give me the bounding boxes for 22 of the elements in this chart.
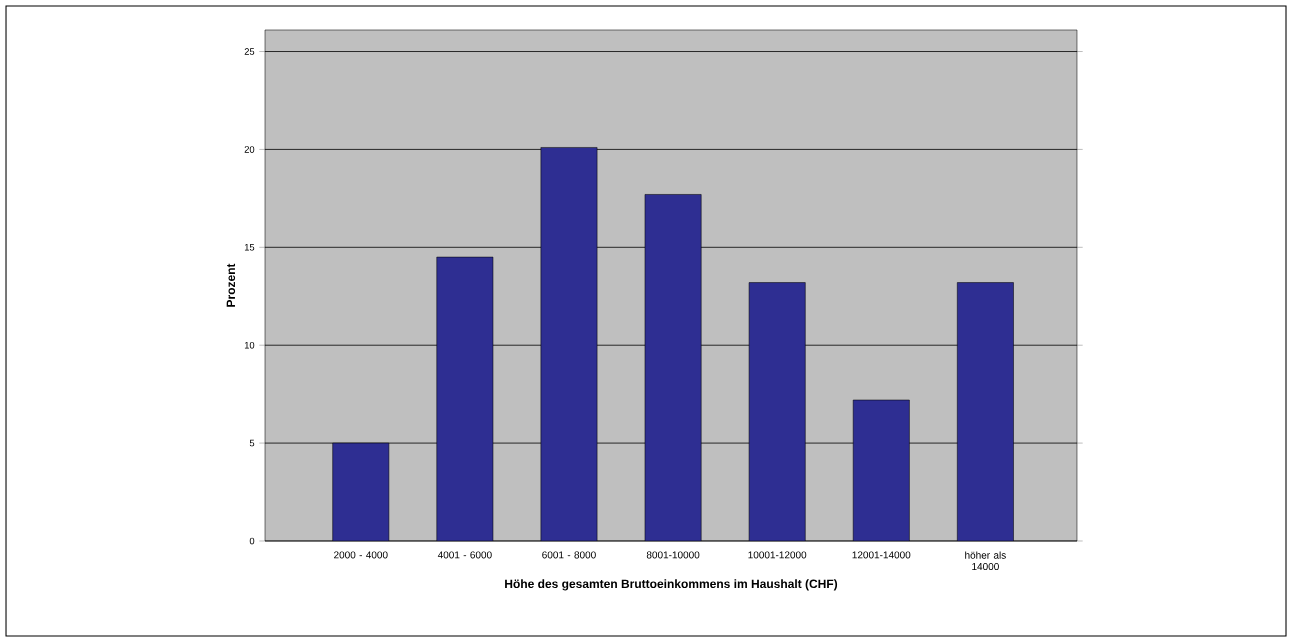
- x-tick-label: 6001 - 8000: [542, 551, 596, 559]
- bar: [644, 194, 702, 541]
- x-tick-label: 10001-12000: [748, 551, 807, 559]
- y-tick-label: 0: [249, 537, 255, 545]
- bar: [852, 399, 910, 541]
- bar: [957, 282, 1014, 541]
- x-tick-label: 8001-10000: [646, 551, 700, 559]
- y-tick-label: 20: [244, 146, 255, 153]
- bar: [540, 147, 598, 541]
- y-tick-label: 15: [244, 244, 255, 251]
- y-tick-label: 10: [244, 341, 255, 349]
- bar: [436, 256, 494, 541]
- x-tick-label: 12001-14000: [852, 551, 911, 559]
- bar: [332, 442, 390, 541]
- x-axis-title: Höhe des gesamten Bruttoeinkommens im Haushalt (CHF): [505, 579, 838, 591]
- x-tick-label: höher als 14000: [965, 551, 1006, 571]
- y-tick-label: 5: [249, 439, 255, 447]
- bar: [748, 282, 806, 541]
- y-tick-label: 25: [244, 48, 255, 55]
- x-tick-label: 4001 - 6000: [437, 551, 492, 559]
- x-tick-label: 2000 - 4000: [334, 551, 388, 559]
- y-axis-title: Prozent: [226, 263, 236, 307]
